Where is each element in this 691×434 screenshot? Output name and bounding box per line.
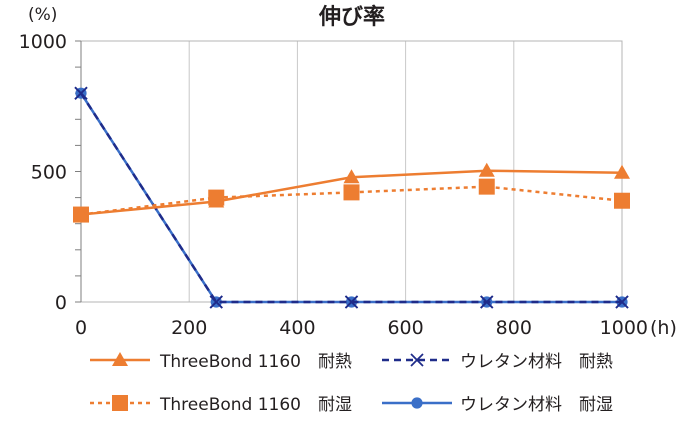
triangle-marker (73, 206, 89, 221)
series-group (73, 162, 630, 221)
square-marker (112, 395, 128, 411)
x-marker (480, 295, 494, 309)
x-axis-unit-label: (h) (650, 317, 677, 339)
y-tick-label: 1000 (19, 31, 67, 53)
series-group (73, 178, 630, 223)
series-line (80, 185, 623, 216)
x-marker-stroke (209, 295, 223, 309)
square-marker (478, 178, 495, 195)
legend-label: ウレタン材料 耐湿 (460, 395, 613, 415)
y-tick-label: 0 (55, 292, 67, 314)
x-marker (209, 295, 223, 309)
x-marker-stroke (410, 353, 424, 367)
chart-title: 伸び率 (318, 4, 385, 30)
circle-marker (411, 397, 423, 409)
x-marker-stroke (344, 295, 359, 309)
triangle-marker (478, 162, 495, 177)
x-tick-label: 400 (279, 317, 315, 339)
x-marker-stroke (615, 295, 629, 309)
y-axis-unit-label: (%) (28, 5, 57, 25)
x-marker (344, 295, 359, 309)
y-tick-label: 500 (31, 162, 67, 184)
x-tick-label: 800 (496, 317, 532, 339)
legend-label: ウレタン材料 耐熱 (460, 352, 613, 372)
series-layer (73, 86, 630, 309)
legend-item: ウレタン材料 耐湿 (382, 395, 613, 415)
triangle-marker (614, 164, 630, 179)
triangle-marker (208, 193, 225, 208)
triangle-marker (112, 352, 128, 366)
x-marker (74, 86, 88, 100)
x-tick-label: 0 (75, 317, 87, 339)
x-tick-label: 200 (171, 317, 207, 339)
square-marker (343, 184, 360, 201)
legend-label: ThreeBond 1160 耐湿 (159, 395, 352, 415)
square-marker (614, 192, 630, 209)
x-tick-label: 600 (387, 317, 423, 339)
x-marker (615, 295, 629, 309)
x-marker-stroke (74, 86, 88, 100)
legend-item: ウレタン材料 耐熱 (382, 352, 613, 372)
triangle-marker (343, 169, 360, 184)
series-markers-overlay (74, 86, 629, 309)
legend: ThreeBond 1160 耐熱 ThreeBond 1160 耐湿 ウレタン材料… (90, 352, 613, 415)
axis-layer: 0 500 1000 0 200 400 600 800 1000 (19, 31, 648, 339)
legend-item: ThreeBond 1160 耐湿 (90, 395, 352, 415)
legend-item: ThreeBond 1160 耐熱 (90, 352, 352, 372)
legend-label: ThreeBond 1160 耐熱 (159, 352, 352, 372)
x-marker-stroke (480, 295, 494, 309)
x-tick-label: 1000 (600, 317, 648, 339)
x-marker (410, 353, 424, 367)
